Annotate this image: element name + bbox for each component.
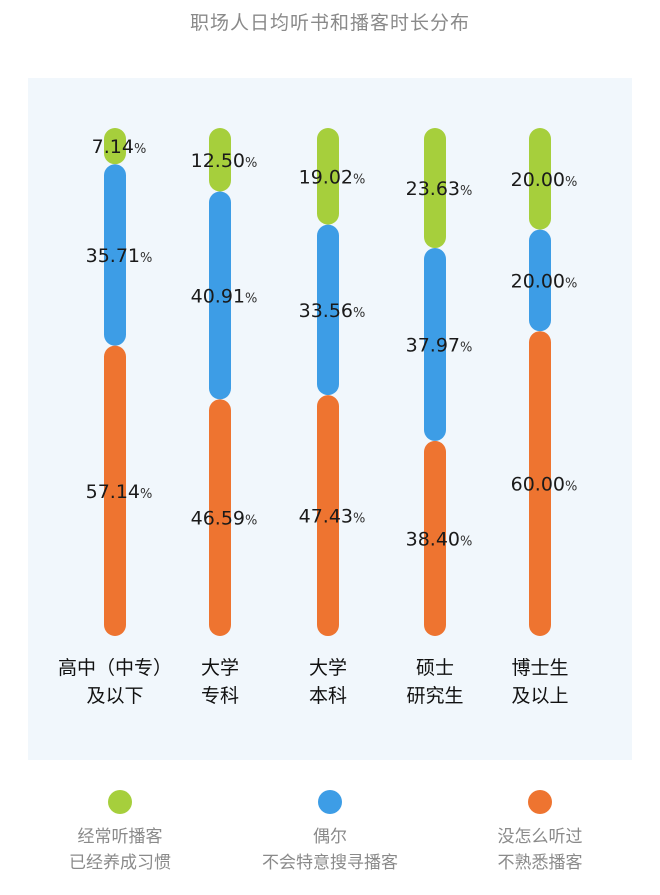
- bar-segment-frequent-phd: [529, 128, 551, 230]
- category-label-line2: 本科: [308, 685, 347, 707]
- data-label-occasional-college: 40.91%: [191, 285, 258, 307]
- legend-label-frequent-line2: 已经养成习惯: [69, 853, 171, 873]
- data-label-frequent-college: 12.50%: [191, 150, 258, 172]
- legend-dot-rarely: [528, 790, 552, 814]
- bar-segment-rarely-master: [424, 440, 446, 636]
- category-label-line2: 及以下: [86, 685, 144, 707]
- bar-segment-rarely-college: [209, 399, 231, 636]
- bar-segment-occasional-bachelor: [317, 224, 339, 396]
- category-label-bachelor: 大学 本科: [263, 654, 393, 710]
- data-label-occasional-hs: 35.71%: [86, 245, 153, 267]
- data-label-frequent-hs: 7.14%: [92, 136, 147, 158]
- legend-dot-frequent: [108, 790, 132, 814]
- data-label-frequent-bachelor: 19.02%: [299, 166, 366, 188]
- legend-label-occasional-line1: 偶尔: [313, 827, 347, 847]
- bar-segment-frequent-college: [209, 128, 231, 192]
- category-label-line1: 大学: [200, 657, 239, 679]
- category-label-hs: 高中（中专） 及以下: [50, 654, 180, 710]
- data-label-frequent-master: 23.63%: [406, 178, 473, 200]
- legend-item-frequent: 经常听播客 已经养成习惯: [20, 790, 220, 876]
- bar-segment-frequent-bachelor: [317, 128, 339, 225]
- bar-segment-frequent-hs: [104, 128, 126, 165]
- data-label-rarely-master: 38.40%: [406, 528, 473, 550]
- bar-segment-occasional-college: [209, 191, 231, 400]
- bar-segment-occasional-master: [424, 248, 446, 441]
- data-label-rarely-bachelor: 47.43%: [299, 506, 366, 528]
- data-label-rarely-hs: 57.14%: [86, 481, 153, 503]
- legend-item-rarely: 没怎么听过 不熟悉播客: [440, 790, 640, 876]
- legend-label-rarely-line2: 不熟悉播客: [497, 853, 583, 873]
- legend-label-rarely-line1: 没怎么听过: [497, 827, 583, 847]
- category-label-master: 硕士 研究生: [370, 654, 500, 710]
- category-label-line1: 博士生: [511, 657, 569, 679]
- category-label-line1: 高中（中专）: [57, 657, 172, 679]
- chart-title: 职场人日均听书和播客时长分布: [189, 12, 470, 34]
- legend-item-occasional: 偶尔 不会特意搜寻播客: [230, 790, 430, 876]
- category-label-line1: 大学: [308, 657, 347, 679]
- category-label-phd: 博士生 及以上: [475, 654, 605, 710]
- bar-segment-frequent-master: [424, 128, 446, 249]
- legend-label-frequent-line1: 经常听播客: [77, 827, 163, 847]
- category-label-line1: 硕士: [415, 657, 454, 679]
- legend-label-occasional-line2: 不会特意搜寻播客: [262, 853, 398, 873]
- data-label-occasional-master: 37.97%: [406, 334, 473, 356]
- bar-segment-rarely-bachelor: [317, 395, 339, 637]
- category-label-line2: 研究生: [406, 685, 464, 707]
- data-label-occasional-bachelor: 33.56%: [299, 300, 366, 322]
- bar-segment-rarely-phd: [529, 331, 551, 636]
- data-label-rarely-phd: 60.00%: [511, 474, 578, 496]
- bar-segment-rarely-hs: [104, 345, 126, 636]
- bar-segment-occasional-phd: [529, 229, 551, 332]
- category-label-line2: 及以上: [511, 685, 569, 707]
- data-label-rarely-college: 46.59%: [191, 508, 258, 530]
- legend-dot-occasional: [318, 790, 342, 814]
- category-label-college: 大学 专科: [155, 654, 285, 710]
- bar-segment-occasional-hs: [104, 164, 126, 346]
- category-label-line2: 专科: [200, 685, 239, 707]
- data-label-occasional-phd: 20.00%: [511, 270, 578, 292]
- data-label-frequent-phd: 20.00%: [511, 169, 578, 191]
